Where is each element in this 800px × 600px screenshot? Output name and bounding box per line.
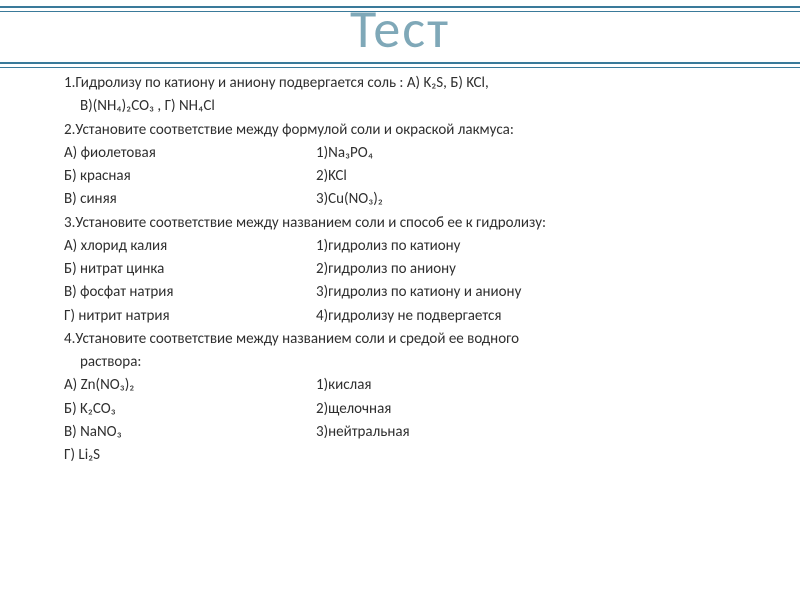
q2-right: 1)Na₃PO₄ bbox=[316, 142, 768, 165]
slide-title: Тест bbox=[0, 0, 800, 62]
q4-left: Г) Li₂S bbox=[64, 444, 316, 467]
q1-line1: 1.Гидролизу по катиону и аниону подверга… bbox=[64, 72, 768, 95]
q3-right: 3)гидролиз по катиону и аниону bbox=[316, 281, 768, 304]
q4-right: 3)нейтральная bbox=[316, 421, 768, 444]
q4-left: А) Zn(NO₃)₂ bbox=[64, 374, 316, 397]
q2-left: А) фиолетовая bbox=[64, 142, 316, 165]
slide: Тест 1.Гидролизу по катиону и аниону под… bbox=[0, 0, 800, 600]
q3-row: А) хлорид калия 1)гидролиз по катиону bbox=[64, 235, 768, 258]
q3-row: Б) нитрат цинка 2)гидролиз по аниону bbox=[64, 258, 768, 281]
q3-left: В) фосфат натрия bbox=[64, 281, 316, 304]
q3-right: 2)гидролиз по аниону bbox=[316, 258, 768, 281]
decor-stripe bbox=[0, 67, 800, 68]
q3-row: В) фосфат натрия 3)гидролиз по катиону и… bbox=[64, 281, 768, 304]
q1-line2: В)(NH₄)₂CO₃ , Г) NH₄Cl bbox=[64, 95, 768, 118]
q3-right: 4)гидролизу не подвергается bbox=[316, 305, 768, 328]
q2-row: А) фиолетовая 1)Na₃PO₄ bbox=[64, 142, 768, 165]
q4-row: В) NaNO₃ 3)нейтральная bbox=[64, 421, 768, 444]
q4-right bbox=[316, 444, 768, 467]
q4-prompt-l2: раствора: bbox=[64, 351, 768, 374]
q2-right: 2)KCl bbox=[316, 165, 768, 188]
q3-row: Г) нитрит натрия 4)гидролизу не подверга… bbox=[64, 305, 768, 328]
decor-stripe bbox=[0, 62, 800, 64]
q2-right: 3)Cu(NO₃)₂ bbox=[316, 188, 768, 211]
q2-left: В) синяя bbox=[64, 188, 316, 211]
q4-row: А) Zn(NO₃)₂ 1)кислая bbox=[64, 374, 768, 397]
q2-row: Б) красная 2)KCl bbox=[64, 165, 768, 188]
q2-row: В) синяя 3)Cu(NO₃)₂ bbox=[64, 188, 768, 211]
q3-left: Г) нитрит натрия bbox=[64, 305, 316, 328]
q4-row: Б) K₂CO₃ 2)щелочная bbox=[64, 398, 768, 421]
q4-row: Г) Li₂S bbox=[64, 444, 768, 467]
q4-left: В) NaNO₃ bbox=[64, 421, 316, 444]
slide-body: 1.Гидролизу по катиону и аниону подверга… bbox=[64, 72, 768, 467]
q4-right: 2)щелочная bbox=[316, 398, 768, 421]
q3-right: 1)гидролиз по катиону bbox=[316, 235, 768, 258]
q4-right: 1)кислая bbox=[316, 374, 768, 397]
q3-left: А) хлорид калия bbox=[64, 235, 316, 258]
q4-prompt-l1: 4.Установите соответствие между название… bbox=[64, 328, 768, 351]
q2-prompt: 2.Установите соответствие между формулой… bbox=[64, 119, 768, 142]
q3-left: Б) нитрат цинка bbox=[64, 258, 316, 281]
q2-left: Б) красная bbox=[64, 165, 316, 188]
q3-prompt: 3.Установите соответствие между название… bbox=[64, 212, 768, 235]
q4-left: Б) K₂CO₃ bbox=[64, 398, 316, 421]
